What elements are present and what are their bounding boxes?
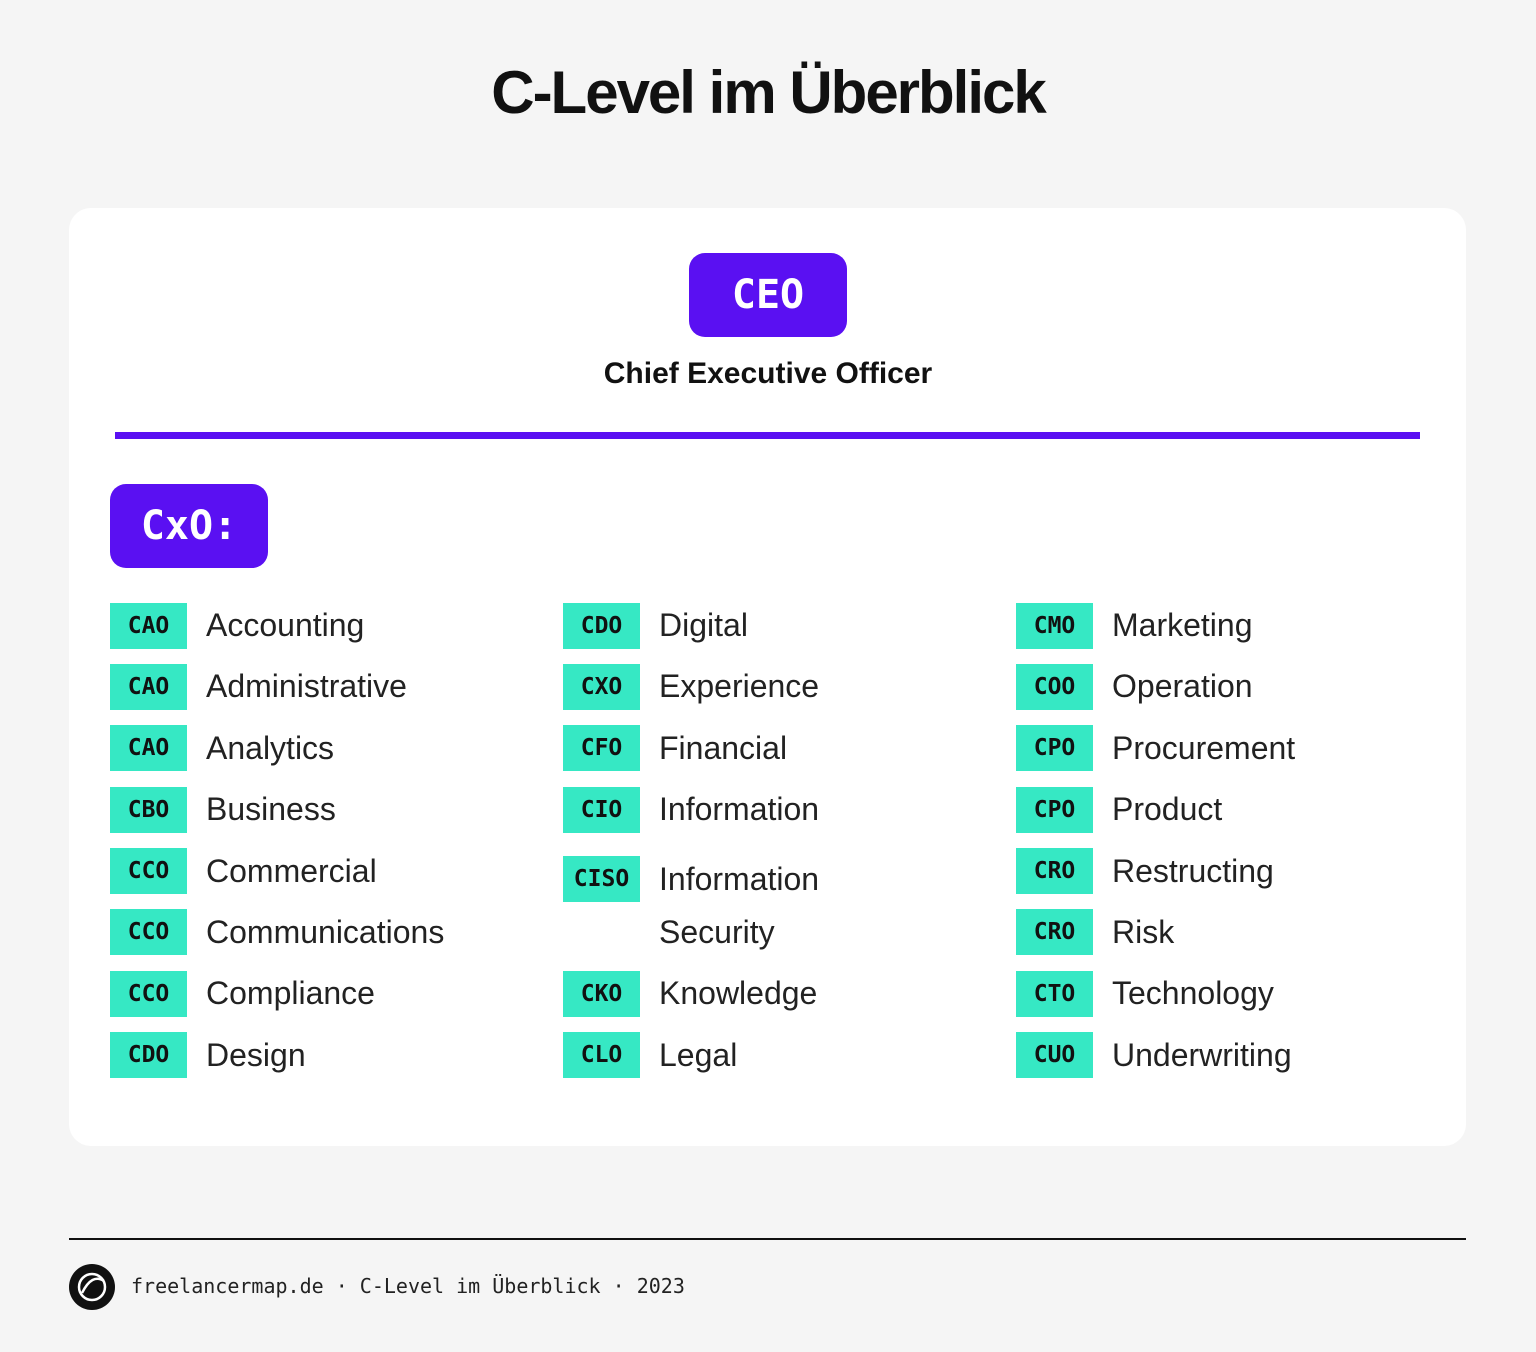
role-label: Experience (659, 668, 820, 705)
role-abbr: CCO (110, 970, 187, 1017)
role-label: Commercial (206, 852, 377, 889)
role-abbr: CKO (563, 970, 640, 1017)
title: C-Level im Überblick (491, 59, 1047, 126)
role-item: CCO Communications (110, 906, 540, 967)
role-label: Knowledge (659, 975, 818, 1012)
footer-rule (69, 1238, 1466, 1240)
role-item: CDO Digital (563, 599, 993, 660)
role-item: CAO Analytics (110, 722, 540, 783)
role-item: CTO Technology (1016, 967, 1446, 1028)
role-item: CRO Restructing (1016, 845, 1446, 906)
role-label: Underwriting (1112, 1036, 1292, 1073)
role-item: CPO Product (1016, 783, 1446, 844)
role-item: CISO Information Security (563, 845, 993, 968)
role-abbr: CRO (1016, 909, 1093, 956)
role-abbr: CAO (110, 602, 187, 649)
role-label: Procurement (1112, 729, 1296, 766)
role-item: CMO Marketing (1016, 599, 1446, 660)
role-abbr: CAO (110, 663, 187, 710)
divider (115, 432, 1420, 439)
role-label: Risk (1112, 913, 1175, 950)
ceo-badge: CEO (689, 253, 847, 337)
ceo-label: Chief Executive Officer (603, 357, 933, 390)
role-abbr: CCO (110, 848, 187, 895)
role-abbr: CPO (1016, 786, 1093, 833)
role-abbr: CUO (1016, 1032, 1093, 1079)
role-item: CCO Compliance (110, 967, 540, 1028)
role-abbr: COO (1016, 663, 1093, 710)
role-abbr: CCO (110, 909, 187, 956)
role-label: Accounting (206, 607, 365, 643)
role-item: COO Operation (1016, 660, 1446, 721)
role-column: CAO Accounting CAO Administrative CAO Analyti… (110, 599, 540, 1090)
role-abbr: CRO (1016, 848, 1093, 895)
role-label: Financial (659, 729, 788, 766)
role-label: Communications (206, 913, 445, 950)
role-abbr: CLO (563, 1032, 640, 1079)
role-label: Marketing (1112, 607, 1253, 643)
role-label: Information Security (659, 860, 820, 950)
role-label: Business (206, 791, 336, 828)
role-item: CAO Accounting (110, 599, 540, 660)
role-item: CXO Experience (563, 660, 993, 721)
role-abbr: CIO (563, 786, 640, 833)
role-label: Information (659, 791, 820, 828)
role-abbr: CISO (563, 856, 640, 903)
role-label: Design (206, 1036, 306, 1073)
role-abbr: CAO (110, 725, 187, 772)
role-label: Analytics (206, 729, 335, 766)
role-column: CMO Marketing COO Operation CPO Procurement CP… (1016, 599, 1446, 1090)
role-abbr: CBO (110, 786, 187, 833)
role-label: Product (1112, 791, 1223, 828)
role-item: CRO Risk (1016, 906, 1446, 967)
role-item: CKO Knowledge (563, 967, 993, 1028)
role-label: Compliance (206, 975, 375, 1012)
role-item: CPO Procurement (1016, 722, 1446, 783)
role-abbr: CPO (1016, 725, 1093, 772)
role-label: Digital (659, 607, 748, 643)
role-item: CUO Underwriting (1016, 1029, 1446, 1090)
logo (69, 1264, 115, 1310)
role-item: CBO Business (110, 783, 540, 844)
card (69, 208, 1466, 1146)
role-abbr: CDO (563, 602, 640, 649)
role-abbr: CFO (563, 725, 640, 772)
role-label: Administrative (206, 668, 407, 705)
cxo-badge: CxO: (110, 484, 268, 568)
role-abbr: CMO (1016, 602, 1093, 649)
role-item: CCO Commercial (110, 845, 540, 906)
role-label: Technology (1112, 975, 1274, 1012)
role-label: Operation (1112, 668, 1253, 705)
role-item: CIO Information (563, 783, 993, 844)
role-abbr: CDO (110, 1032, 187, 1079)
role-item: CDO Design (110, 1029, 540, 1090)
footer-text: freelancermap.de · C-Level im Überblick … (131, 1274, 685, 1298)
role-item: CLO Legal (563, 1029, 993, 1090)
role-column: CDO Digital CXO Experience CFO Financial CIO In… (563, 599, 993, 1090)
role-abbr: CTO (1016, 970, 1093, 1017)
role-label: Legal (659, 1036, 738, 1073)
role-item: CAO Administrative (110, 660, 540, 721)
role-label: Restructing (1112, 852, 1274, 889)
role-item: CFO Financial (563, 722, 993, 783)
role-abbr: CXO (563, 663, 640, 710)
